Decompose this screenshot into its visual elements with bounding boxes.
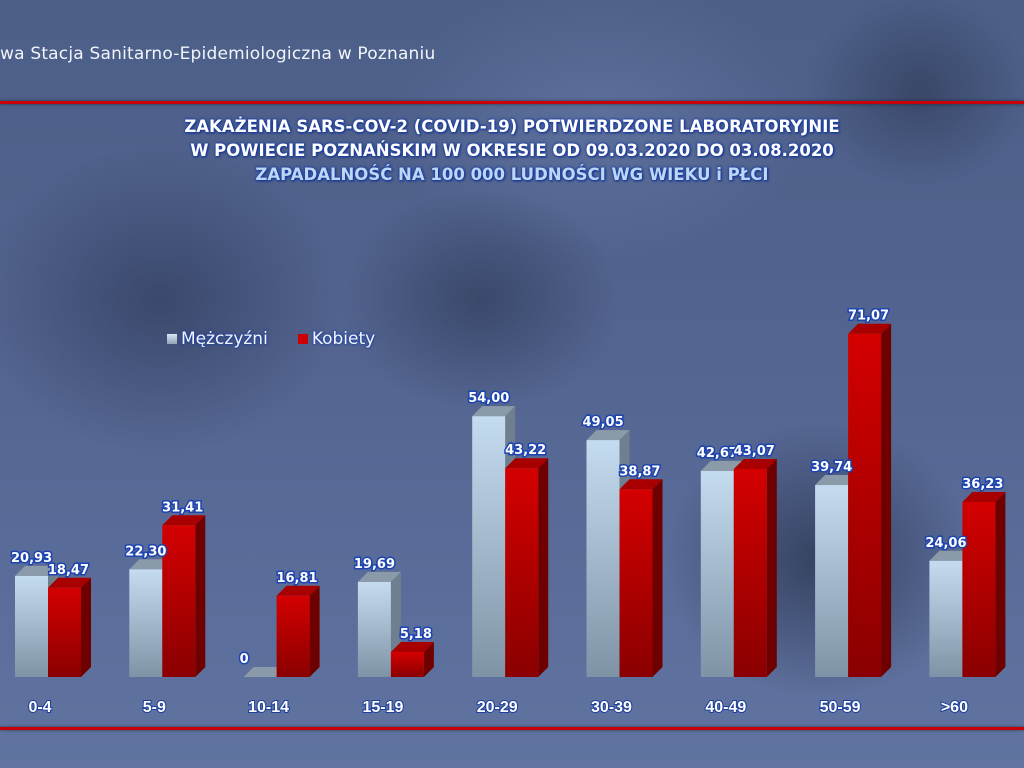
bar-group-15-19 xyxy=(357,571,434,677)
value-label-men-gt60: 24,06 xyxy=(925,536,966,551)
value-label-women-0-4: 18,47 xyxy=(48,563,89,578)
bar-group-5-9 xyxy=(129,515,206,677)
title-line-3: ZAPADALNOŚĆ NA 100 000 LUDNOŚCI WG WIEKU… xyxy=(255,165,769,184)
value-label-women-40-49: 43,07 xyxy=(734,444,775,459)
bar-women-gt60 xyxy=(962,492,1006,677)
value-label-men-30-39: 49,05 xyxy=(583,415,624,430)
value-label-men-50-59: 39,74 xyxy=(811,460,852,475)
value-label-men-40-49: 42,67 xyxy=(697,446,738,461)
top-divider xyxy=(0,101,1024,104)
bar-women-50-59 xyxy=(848,323,892,677)
bar-group-20-29 xyxy=(472,406,549,677)
bar-women-20-29 xyxy=(505,458,549,677)
category-label-30-39: 30-39 xyxy=(591,699,632,716)
value-label-men-20-29: 54,00 xyxy=(468,391,509,406)
value-label-men-5-9: 22,30 xyxy=(125,544,166,559)
bar-group-10-14 xyxy=(243,585,320,677)
bar-women-30-39 xyxy=(619,479,663,677)
category-label-0-4: 0-4 xyxy=(28,699,51,716)
category-label-50-59: 50-59 xyxy=(820,699,861,716)
value-label-men-0-4: 20,93 xyxy=(11,551,52,566)
category-label-5-9: 5-9 xyxy=(143,699,166,716)
bar-women-0-4 xyxy=(48,577,91,677)
bar-group-40-49 xyxy=(700,458,777,677)
value-label-men-15-19: 19,69 xyxy=(354,557,395,572)
category-label-10-14: 10-14 xyxy=(248,699,289,716)
value-label-women-10-14: 16,81 xyxy=(276,571,317,586)
legend-swatch-women xyxy=(297,334,308,344)
bar-women-40-49 xyxy=(733,458,777,677)
value-label-women-5-9: 31,41 xyxy=(162,500,203,515)
bar-women-15-19 xyxy=(390,641,434,677)
bars-layer xyxy=(15,323,1006,677)
legend-item-men: Mężczyźni xyxy=(167,329,268,349)
organization-name: wa Stacja Sanitarno-Epidemiologiczna w P… xyxy=(0,44,436,64)
title-line-2: W POWIECIE POZNAŃSKIM W OKRESIE OD 09.03… xyxy=(190,141,834,160)
category-label-gt60: >60 xyxy=(941,699,968,716)
value-label-men-10-14: 0 xyxy=(240,652,249,667)
value-label-women-gt60: 36,23 xyxy=(962,477,1003,492)
bar-group-0-4 xyxy=(15,565,91,677)
category-label-40-49: 40-49 xyxy=(705,699,746,716)
legend-item-women: Kobiety xyxy=(297,329,376,349)
title-line-1: ZAKAŻENIA SARS-COV-2 (COVID-19) POTWIERD… xyxy=(184,117,840,136)
value-label-women-20-29: 43,22 xyxy=(505,443,546,458)
bar-group-50-59 xyxy=(815,323,892,677)
bar-women-5-9 xyxy=(162,515,206,677)
category-label-15-19: 15-19 xyxy=(362,699,403,716)
bar-women-10-14 xyxy=(276,585,320,677)
value-label-women-50-59: 71,07 xyxy=(848,309,889,324)
value-label-women-30-39: 38,87 xyxy=(619,464,660,479)
bar-group-30-39 xyxy=(586,430,663,677)
chart-title: ZAKAŻENIA SARS-COV-2 (COVID-19) POTWIERD… xyxy=(0,115,1024,187)
bar-group-gt60 xyxy=(929,492,1006,677)
chart-legend: Mężczyźni Kobiety xyxy=(167,329,375,349)
legend-swatch-men xyxy=(167,334,177,344)
legend-label-women: Kobiety xyxy=(311,329,376,349)
value-label-women-15-19: 5,18 xyxy=(400,627,432,642)
bar-men-10-14 xyxy=(243,667,287,677)
bottom-divider xyxy=(0,727,1024,730)
legend-label-men: Mężczyźni xyxy=(181,329,268,349)
category-label-20-29: 20-29 xyxy=(477,699,518,716)
